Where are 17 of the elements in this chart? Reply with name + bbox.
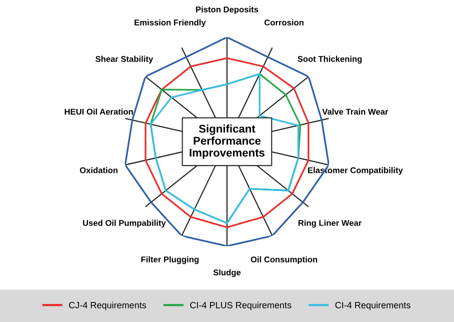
legend-label: CI-4 Requirements: [335, 302, 410, 310]
spoke-label: Ring Liner Wear: [298, 220, 362, 228]
spoke-label: Sludge: [213, 269, 241, 278]
text: Significant Performance Improvements: [190, 124, 265, 159]
spoke-label: Oil Consumption: [250, 256, 318, 264]
spoke-label: Piston Deposits: [196, 6, 258, 14]
spoke-label: Emission Friendly: [134, 19, 206, 28]
legend-label: CI-4 PLUS Requirements: [190, 302, 292, 310]
spoke-label: Soot Thickening: [298, 56, 362, 64]
spoke-label: Oxidation: [80, 167, 118, 174]
spoke-label: HEUI Oil Aeration: [64, 108, 133, 115]
legend-label: CJ-4 Requirements: [69, 302, 146, 310]
spoke-label: Filter Plugging: [141, 256, 199, 264]
spoke-label: Valve Train Wear: [322, 108, 388, 115]
spoke-label: Used Oil Pumpability: [83, 220, 166, 228]
spoke-label: Shear Stability: [95, 56, 154, 64]
spoke-label: Corrosion: [264, 19, 304, 26]
